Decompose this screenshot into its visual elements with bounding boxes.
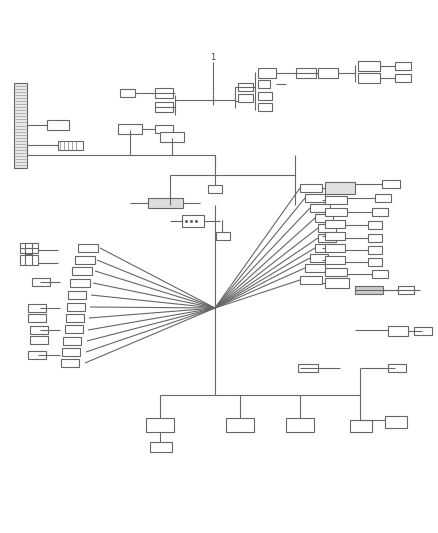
Bar <box>355 286 383 294</box>
Bar <box>28 314 46 322</box>
Bar <box>72 267 92 275</box>
Bar <box>325 268 347 276</box>
Bar <box>62 348 80 356</box>
Bar <box>120 89 135 97</box>
Bar <box>30 326 48 334</box>
Bar <box>305 264 325 272</box>
Bar <box>300 184 322 192</box>
Bar <box>325 196 347 204</box>
Bar <box>150 442 172 452</box>
Bar <box>78 244 98 252</box>
Bar <box>47 120 69 130</box>
Bar <box>258 80 270 88</box>
Bar <box>226 418 254 432</box>
Bar <box>414 327 432 335</box>
Bar <box>75 256 95 264</box>
Bar <box>20 243 38 253</box>
Bar <box>155 125 173 133</box>
Bar <box>61 359 79 367</box>
Bar <box>318 234 336 242</box>
Bar <box>395 62 411 70</box>
Bar <box>310 254 328 262</box>
Bar <box>395 74 411 82</box>
Bar <box>318 68 338 78</box>
Bar <box>66 314 84 322</box>
Bar <box>298 364 318 372</box>
Bar <box>325 182 355 194</box>
Bar <box>372 208 388 216</box>
Bar <box>155 88 173 98</box>
Bar <box>368 258 382 266</box>
Bar <box>300 276 322 284</box>
Bar <box>65 325 83 333</box>
Bar <box>310 204 330 212</box>
Bar <box>68 291 86 299</box>
Bar <box>315 214 333 222</box>
Bar <box>182 215 204 227</box>
Bar <box>350 420 372 432</box>
Bar <box>70 279 90 287</box>
Bar <box>63 337 81 345</box>
Bar <box>118 124 142 134</box>
Bar <box>216 232 230 240</box>
Bar <box>296 68 316 78</box>
Bar <box>315 244 333 252</box>
Bar <box>32 278 50 286</box>
Bar <box>398 286 414 294</box>
Bar <box>146 418 174 432</box>
Bar <box>372 270 388 278</box>
Bar <box>325 244 345 252</box>
Bar <box>208 185 222 193</box>
Bar <box>238 94 253 102</box>
Bar <box>325 278 349 288</box>
Bar <box>358 73 380 83</box>
Bar <box>368 234 382 242</box>
Bar <box>258 103 272 111</box>
Bar <box>258 68 276 78</box>
Bar <box>30 336 48 344</box>
Bar <box>20 255 38 265</box>
Bar <box>160 132 184 142</box>
Bar <box>67 303 85 311</box>
Bar <box>325 232 345 240</box>
Bar <box>325 220 345 228</box>
Bar <box>388 326 408 336</box>
Bar <box>14 83 27 168</box>
Bar <box>28 304 46 312</box>
Bar <box>305 194 325 202</box>
Bar <box>58 141 83 150</box>
Bar <box>318 224 336 232</box>
Bar <box>325 208 347 216</box>
Bar <box>325 256 345 264</box>
Bar <box>148 198 183 208</box>
Bar <box>388 364 406 372</box>
Bar <box>28 351 46 359</box>
Bar <box>382 180 400 188</box>
Bar <box>368 246 382 254</box>
Bar <box>375 194 391 202</box>
Bar <box>155 102 173 112</box>
Text: 1: 1 <box>210 52 215 61</box>
Bar <box>286 418 314 432</box>
Bar <box>258 92 272 100</box>
Bar <box>358 61 380 71</box>
Bar <box>368 221 382 229</box>
Bar <box>385 416 407 428</box>
Bar <box>238 83 253 91</box>
